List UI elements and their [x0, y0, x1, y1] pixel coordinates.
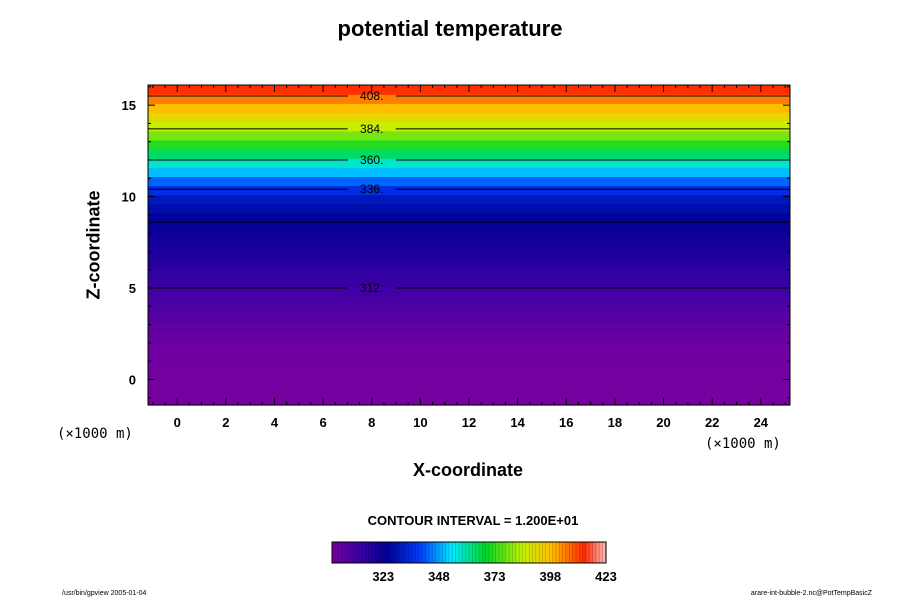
fill-band — [148, 222, 790, 232]
contour-label: 408. — [360, 89, 383, 103]
colorbar-tick-label: 348 — [428, 569, 450, 584]
contour-labels: 312. 336. 360. 384. 408. — [360, 89, 383, 295]
fill-band — [148, 121, 790, 132]
x-unit-label-left: (×1000 m) — [57, 426, 133, 442]
fill-band — [148, 368, 790, 379]
fill-band — [148, 231, 790, 242]
colorbar-tick-label: 373 — [484, 569, 506, 584]
contour-label: 360. — [360, 153, 383, 167]
fill-band — [148, 277, 790, 287]
x-unit-label-right: (×1000 m) — [705, 436, 781, 452]
footer-command: /usr/bin/gpview 2005-01-04 — [62, 590, 147, 597]
fill-band — [148, 185, 790, 196]
fill-band — [148, 286, 790, 296]
x-tick-label: 10 — [413, 415, 427, 430]
x-tick-label: 4 — [271, 415, 279, 430]
fill-band — [148, 149, 790, 159]
y-tick-label: 5 — [129, 281, 136, 296]
colorbar-tick-label: 323 — [372, 569, 394, 584]
fill-band — [148, 304, 790, 315]
footer-source: arare-int-bubble-2.nc@PotTempBasicZ — [750, 590, 872, 597]
x-tick-label: 18 — [608, 415, 622, 430]
fill-band — [148, 203, 790, 214]
contour-label: 384. — [360, 122, 383, 136]
fill-band — [148, 103, 790, 114]
fill-band — [148, 94, 790, 104]
colorbar-frame — [331, 541, 607, 564]
x-tick-label: 14 — [510, 415, 525, 430]
chart-title: potential temperature — [337, 16, 563, 41]
x-axis-label: X-coordinate — [412, 460, 523, 480]
fill-band — [148, 176, 790, 187]
x-tick-label: 6 — [319, 415, 326, 430]
x-tick-label: 0 — [174, 415, 181, 430]
y-tick-label: 0 — [129, 372, 136, 387]
fill-band — [148, 341, 790, 351]
colorbar: 323 348 373 398 423 — [331, 541, 617, 584]
fill-band — [148, 295, 790, 306]
y-tick-label: 10 — [122, 190, 136, 205]
fill-band — [148, 130, 790, 141]
fill-band — [148, 167, 790, 178]
x-tick-label: 24 — [754, 415, 769, 430]
y-axis-label: Z-coordinate — [83, 190, 104, 300]
x-tick-label: 22 — [705, 415, 719, 430]
fill-band — [148, 194, 790, 205]
contour-label: 336. — [360, 182, 383, 196]
axis-ticks — [148, 85, 790, 405]
fill-band — [148, 386, 790, 397]
y-tick-label: 15 — [122, 98, 136, 113]
x-tick-label: 12 — [462, 415, 476, 430]
fill-band — [148, 377, 790, 388]
fill-band — [148, 258, 790, 269]
plot-fill-bands — [148, 85, 790, 406]
fill-band — [148, 359, 790, 370]
contour-lines — [148, 95, 790, 289]
fill-band — [148, 350, 790, 360]
fill-band — [148, 313, 790, 324]
x-tick-label: 8 — [368, 415, 375, 430]
fill-band — [148, 267, 790, 278]
fill-band — [148, 331, 790, 342]
fill-band — [148, 249, 790, 260]
x-tick-label: 16 — [559, 415, 573, 430]
colorbar-tick-label: 423 — [595, 569, 617, 584]
x-tick-label: 2 — [222, 415, 229, 430]
contour-label: 312. — [360, 281, 383, 295]
fill-band — [148, 158, 790, 168]
fill-band — [148, 240, 790, 251]
fill-band — [148, 213, 790, 223]
contour-interval-label: CONTOUR INTERVAL = 1.200E+01 — [367, 513, 579, 528]
fill-band — [148, 139, 790, 150]
fill-band — [148, 112, 790, 123]
fill-band — [148, 322, 790, 333]
colorbar-tick-label: 398 — [539, 569, 561, 584]
x-tick-label: 20 — [656, 415, 670, 430]
